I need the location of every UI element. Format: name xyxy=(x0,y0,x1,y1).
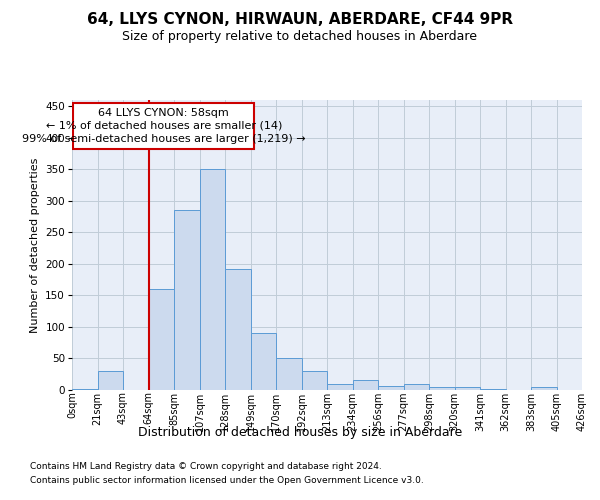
Text: Contains HM Land Registry data © Crown copyright and database right 2024.: Contains HM Land Registry data © Crown c… xyxy=(30,462,382,471)
Bar xyxy=(455,387,480,390)
Bar xyxy=(404,384,429,390)
Bar xyxy=(276,358,302,390)
Bar xyxy=(327,384,353,390)
Bar xyxy=(378,386,404,390)
Bar xyxy=(429,388,455,390)
Text: ← 1% of detached houses are smaller (14): ← 1% of detached houses are smaller (14) xyxy=(46,121,282,131)
Bar xyxy=(97,371,123,390)
Text: 64 LLYS CYNON: 58sqm: 64 LLYS CYNON: 58sqm xyxy=(98,108,229,118)
FancyBboxPatch shape xyxy=(73,103,254,148)
Bar xyxy=(251,334,276,390)
Bar xyxy=(302,371,327,390)
Text: Contains public sector information licensed under the Open Government Licence v3: Contains public sector information licen… xyxy=(30,476,424,485)
Bar xyxy=(353,380,378,390)
Bar xyxy=(225,269,251,390)
Bar xyxy=(531,387,557,390)
Bar xyxy=(199,170,225,390)
Text: 64, LLYS CYNON, HIRWAUN, ABERDARE, CF44 9PR: 64, LLYS CYNON, HIRWAUN, ABERDARE, CF44 … xyxy=(87,12,513,28)
Y-axis label: Number of detached properties: Number of detached properties xyxy=(30,158,40,332)
Bar xyxy=(149,289,174,390)
Text: 99% of semi-detached houses are larger (1,219) →: 99% of semi-detached houses are larger (… xyxy=(22,134,305,143)
Bar xyxy=(72,388,97,390)
Text: Size of property relative to detached houses in Aberdare: Size of property relative to detached ho… xyxy=(122,30,478,43)
Text: Distribution of detached houses by size in Aberdare: Distribution of detached houses by size … xyxy=(138,426,462,439)
Bar xyxy=(174,210,199,390)
